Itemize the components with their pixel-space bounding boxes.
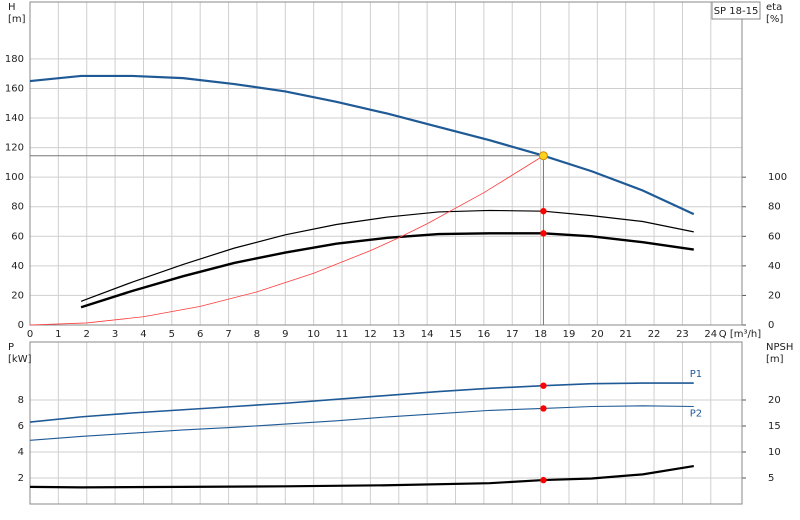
y2-tick-label: 10 — [768, 447, 781, 458]
x-tick-label: 17 — [506, 329, 519, 340]
y2-tick-label: 0 — [768, 320, 774, 331]
y-tick-label: 80 — [11, 202, 24, 213]
x-tick-label: 10 — [307, 329, 320, 340]
duty-point — [540, 382, 547, 389]
duty-point — [540, 207, 547, 215]
y2-tick-label: 15 — [768, 421, 781, 432]
y2-tick-label: 80 — [768, 202, 781, 213]
x-tick-label: 16 — [477, 329, 490, 340]
plot-frame — [29, 341, 743, 505]
y2-axis-label: [m] — [766, 354, 784, 365]
plot-frame — [29, 1, 743, 326]
x-tick-label: 18 — [534, 329, 547, 340]
series-label: P2 — [690, 408, 702, 419]
x-tick-label: 12 — [364, 329, 377, 340]
y-tick-label: 120 — [5, 143, 24, 154]
x-tick-label: 1 — [55, 329, 61, 340]
duty-point — [540, 230, 547, 237]
curve — [80, 232, 694, 309]
curve — [29, 405, 694, 441]
x-tick-label: 13 — [392, 329, 405, 340]
curve — [29, 464, 694, 489]
curve — [29, 155, 544, 326]
duty-point — [540, 476, 547, 484]
x-tick-label: 21 — [619, 329, 632, 340]
x-tick-label: 3 — [112, 329, 118, 340]
legend-title: SP 18-15 — [714, 6, 759, 17]
y-tick-label: 100 — [5, 172, 24, 183]
y2-axis-label: NPSH — [766, 342, 793, 353]
y-tick-label: 20 — [11, 290, 24, 301]
x-tick-label: 14 — [421, 329, 434, 340]
y-tick-label: 60 — [11, 231, 24, 242]
y-tick-label: 2 — [18, 473, 24, 484]
x-tick-label: 9 — [282, 329, 288, 340]
y2-axis-label: [%] — [766, 14, 783, 25]
duty-point — [540, 405, 547, 412]
y-tick-label: 40 — [11, 261, 24, 272]
x-tick-label: 6 — [197, 329, 203, 340]
x-tick-label: 11 — [336, 329, 349, 340]
y-tick-label: 8 — [18, 395, 24, 406]
y2-tick-label: 60 — [768, 231, 781, 242]
curve — [80, 209, 694, 302]
y2-tick-label: 100 — [768, 172, 787, 183]
x-tick-label: 19 — [563, 329, 576, 340]
series-label: P1 — [690, 369, 702, 380]
y2-tick-label: 40 — [768, 261, 781, 272]
x-axis-label: Q [m³/h] — [719, 329, 761, 340]
y-axis-label: [m] — [8, 14, 26, 25]
y-tick-label: 140 — [5, 113, 24, 124]
x-tick-label: 2 — [84, 329, 90, 340]
x-tick-label: 22 — [648, 329, 661, 340]
x-tick-label: 4 — [140, 329, 146, 340]
x-tick-label: 5 — [169, 329, 175, 340]
y2-tick-label: 5 — [768, 473, 774, 484]
y2-tick-label: 20 — [768, 290, 781, 301]
curve — [29, 382, 694, 423]
y-tick-label: 6 — [18, 421, 24, 432]
y-tick-label: 4 — [18, 447, 24, 458]
y-axis-label: H — [8, 2, 16, 13]
x-tick-label: 8 — [254, 329, 260, 340]
y2-tick-label: 20 — [768, 395, 781, 406]
legend-box — [711, 1, 761, 20]
x-tick-label: 24 — [704, 329, 717, 340]
curve — [29, 74, 695, 216]
x-tick-label: 7 — [225, 329, 231, 340]
x-tick-label: 0 — [27, 329, 33, 340]
x-tick-label: 15 — [449, 329, 462, 340]
x-tick-label: 23 — [676, 329, 689, 340]
duty-point — [538, 151, 548, 161]
y-axis-label: P — [8, 342, 14, 353]
y-tick-label: 180 — [5, 54, 24, 65]
y-tick-label: 160 — [5, 83, 24, 94]
x-tick-label: 20 — [591, 329, 604, 340]
y2-axis-label: eta — [766, 2, 782, 13]
y-tick-label: 0 — [18, 320, 24, 331]
y-axis-label: [kW] — [8, 354, 32, 365]
